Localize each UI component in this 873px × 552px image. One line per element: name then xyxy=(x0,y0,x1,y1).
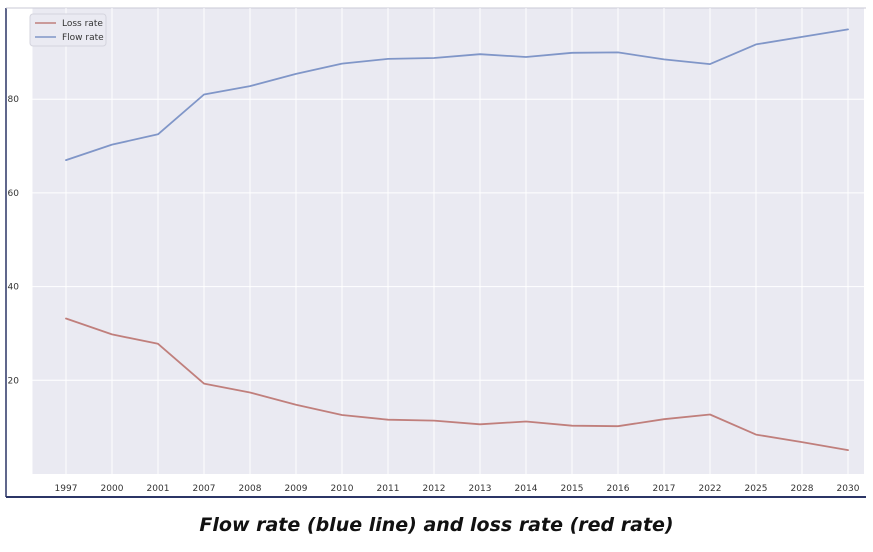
x-tick-label: 2028 xyxy=(791,484,814,494)
x-tick-label: 2000 xyxy=(101,484,124,494)
y-tick-label: 40 xyxy=(8,283,20,293)
legend-label-flow-rate: Flow rate xyxy=(62,33,104,43)
x-tick-label: 2007 xyxy=(193,484,216,494)
y-tick-labels: 20 40 60 80 xyxy=(8,95,20,386)
y-tick-label: 80 xyxy=(8,95,20,105)
x-tick-label: 2010 xyxy=(331,484,354,494)
y-tick-label: 60 xyxy=(8,189,20,199)
series-line-loss-rate xyxy=(65,317,849,452)
x-tick-label: 2030 xyxy=(837,484,860,494)
x-tick-label: 2008 xyxy=(239,484,262,494)
x-tick-label: 2016 xyxy=(607,484,630,494)
x-tick-label: 2012 xyxy=(423,484,446,494)
legend-label-loss-rate: Loss rate xyxy=(62,19,103,29)
x-tick-label: 2025 xyxy=(745,484,768,494)
plot-area xyxy=(32,8,864,474)
series-line-flow-rate xyxy=(65,28,849,162)
x-tick-label: 2013 xyxy=(469,484,492,494)
y-tick-label: 20 xyxy=(8,376,20,386)
line-chart: 1997 2000 2001 2007 2008 2009 2010 2011 2012 2013… xyxy=(5,7,866,498)
legend: Loss rate Flow rate xyxy=(29,13,107,47)
x-tick-label: 2015 xyxy=(561,484,584,494)
x-tick-label: 2014 xyxy=(515,484,538,494)
x-tick-label: 1997 xyxy=(55,484,78,494)
legend-box xyxy=(29,13,107,47)
x-tick-label: 2017 xyxy=(653,484,676,494)
figure-caption: Flow rate (blue line) and loss rate (red… xyxy=(199,514,674,536)
x-tick-label: 2011 xyxy=(377,484,400,494)
x-tick-labels: 1997 2000 2001 2007 2008 2009 2010 2011 2012 2013… xyxy=(55,484,860,494)
x-tick-label: 2009 xyxy=(285,484,308,494)
x-tick-label: 2001 xyxy=(147,484,170,494)
series-lines xyxy=(65,28,849,452)
x-tick-label: 2022 xyxy=(699,484,722,494)
